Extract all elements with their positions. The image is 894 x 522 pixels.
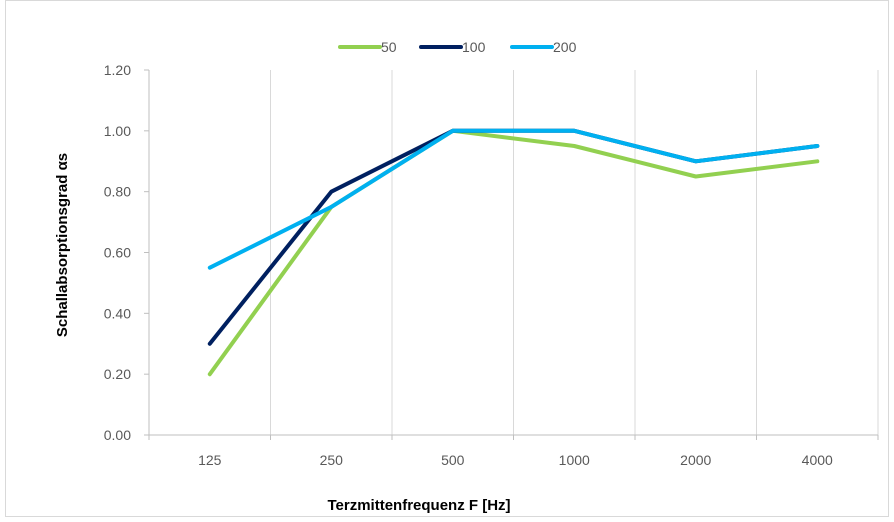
legend-label-200: 200 <box>553 39 577 55</box>
y-tick-label: 0.60 <box>104 245 131 261</box>
x-tick-label: 125 <box>198 452 222 468</box>
x-tick-label: 4000 <box>802 452 833 468</box>
chart-frame <box>5 0 889 517</box>
y-tick-label: 1.20 <box>104 62 131 78</box>
y-axis-title: Schallabsorptionsgrad αs <box>54 153 71 337</box>
tick-labels: 0.00 0.20 0.40 0.60 0.80 1.00 1.20 125 250 500 100… <box>104 62 833 468</box>
y-tick-label: 0.00 <box>104 427 131 443</box>
y-tick-label: 1.00 <box>104 123 131 139</box>
legend-label-50: 50 <box>381 39 397 55</box>
x-tick-label: 1000 <box>559 452 590 468</box>
series-lines <box>207 128 820 377</box>
x-tick-label: 250 <box>320 452 344 468</box>
y-tick-label: 0.80 <box>104 184 131 200</box>
axes <box>144 69 879 440</box>
x-axis-title: Terzmittenfrequenz F [Hz] <box>327 497 510 514</box>
x-tick-label: 500 <box>441 452 465 468</box>
legend: 50 100 200 <box>338 39 577 55</box>
series-line-200 <box>207 128 820 270</box>
x-tick-label: 2000 <box>680 452 711 468</box>
y-tick-label: 0.40 <box>104 305 131 321</box>
y-tick-label: 0.20 <box>104 366 131 382</box>
legend-label-100: 100 <box>462 39 486 55</box>
series-line-50 <box>207 128 820 377</box>
